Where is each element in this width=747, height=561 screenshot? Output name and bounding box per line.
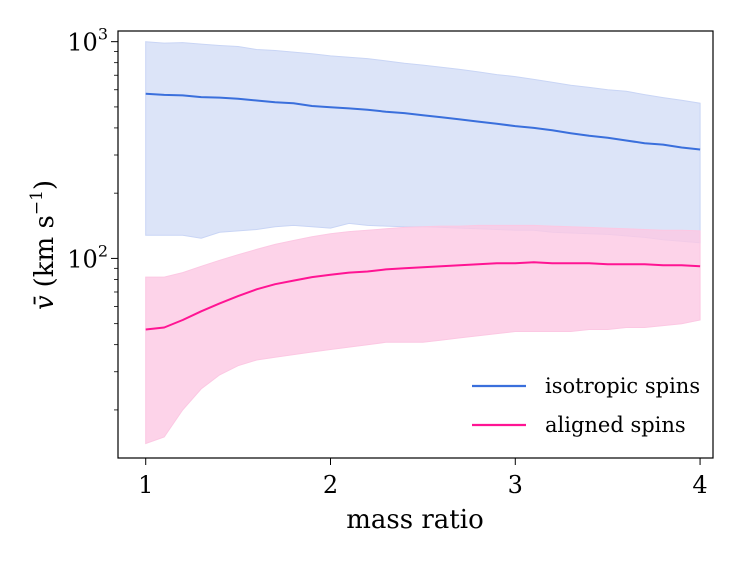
series-line-isotropic bbox=[145, 92, 701, 151]
y-tick-label: 102 bbox=[67, 241, 108, 273]
legend-label-aligned: aligned spins bbox=[545, 413, 686, 437]
legend: isotropic spins aligned spins bbox=[472, 374, 700, 437]
y-axis-label-exponent: −1 bbox=[27, 190, 47, 215]
series-lines bbox=[145, 92, 701, 331]
confidence-bands bbox=[145, 41, 701, 445]
x-axis-label: mass ratio bbox=[346, 505, 483, 535]
y-axis-label-close: ) bbox=[30, 180, 60, 190]
y-axis-ticks: 102 103 bbox=[67, 25, 118, 411]
y-axis-label-unit: (km s bbox=[30, 215, 60, 287]
plot-frame bbox=[117, 30, 714, 459]
x-tick-label: 4 bbox=[692, 471, 707, 499]
y-tick-label: 103 bbox=[67, 25, 108, 57]
series-line-aligned bbox=[145, 261, 701, 331]
x-axis-ticks: 1 2 3 4 bbox=[138, 458, 708, 499]
y-axis-label: v̄ (km s−1) bbox=[27, 180, 60, 310]
x-tick-label: 2 bbox=[323, 471, 338, 499]
y-axis-label-symbol: v̄ bbox=[30, 295, 60, 310]
legend-label-isotropic: isotropic spins bbox=[545, 374, 700, 398]
x-tick-label: 1 bbox=[138, 471, 153, 499]
band-aligned bbox=[145, 224, 701, 445]
x-tick-label: 3 bbox=[508, 471, 523, 499]
